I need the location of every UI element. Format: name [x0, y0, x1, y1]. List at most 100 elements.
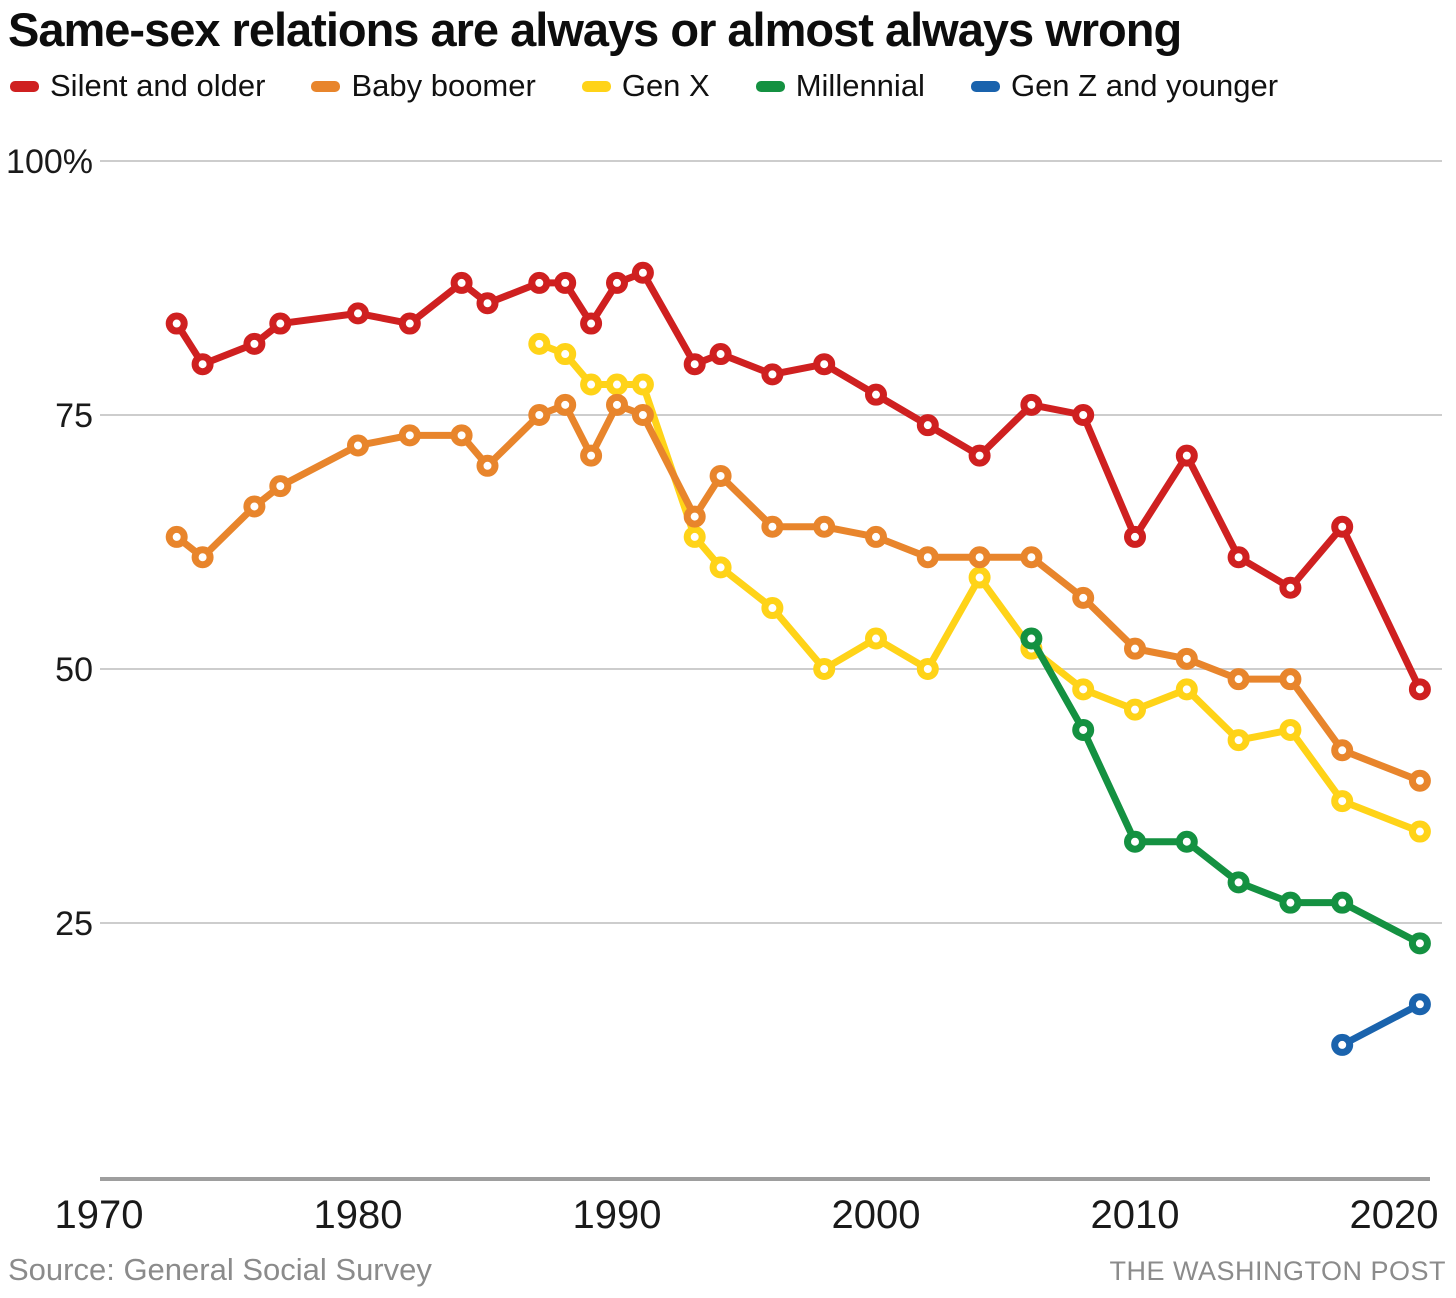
data-point-marker	[709, 464, 732, 487]
y-tick-label: 75	[55, 397, 93, 435]
data-point-marker	[1124, 637, 1146, 660]
data-point-marker	[1227, 668, 1250, 691]
data-point-marker	[631, 404, 654, 426]
data-point-marker	[968, 444, 991, 467]
data-point-marker	[1020, 546, 1043, 569]
y-tick-label: 50	[55, 651, 93, 689]
legend-swatch	[581, 80, 611, 92]
data-point-marker	[580, 373, 603, 396]
data-point-marker	[606, 393, 628, 416]
data-point-marker	[269, 475, 292, 498]
legend-swatch	[970, 80, 1000, 92]
data-point-marker	[554, 271, 577, 294]
x-tick-label: 2000	[832, 1193, 921, 1237]
x-tick-label: 2010	[1091, 1193, 1180, 1237]
data-point-marker	[1408, 678, 1431, 701]
data-point-marker	[683, 505, 706, 528]
data-point-marker	[269, 312, 292, 335]
data-point-marker	[1072, 678, 1095, 701]
x-tick-label: 2020	[1350, 1193, 1439, 1237]
data-point-marker	[580, 444, 603, 467]
data-point-marker	[709, 556, 732, 579]
legend-swatch	[311, 80, 341, 92]
data-point-marker	[398, 312, 421, 335]
data-point-marker	[528, 271, 551, 294]
data-point-marker	[1175, 830, 1198, 853]
data-point-marker	[1279, 891, 1302, 914]
y-tick-label: 25	[55, 905, 93, 943]
data-point-marker	[1072, 586, 1095, 609]
data-point-marker	[1124, 698, 1146, 721]
data-point-marker	[1408, 769, 1431, 792]
x-tick-label: 1970	[55, 1193, 144, 1237]
data-point-marker	[450, 271, 473, 294]
legend-item: Millennial	[755, 68, 925, 104]
data-point-marker	[916, 546, 939, 569]
y-tick-label: 100%	[6, 143, 93, 181]
data-point-marker	[1124, 830, 1146, 853]
legend-label: Millennial	[795, 68, 925, 103]
data-point-marker	[1279, 668, 1302, 691]
publisher-credit: THE WASHINGTON POST	[1109, 1256, 1446, 1286]
data-point-marker	[761, 363, 784, 386]
chart-title: Same-sex relations are always or almost …	[8, 3, 1182, 56]
data-point-marker	[554, 393, 577, 416]
data-point-marker	[1331, 891, 1354, 914]
legend-label: Gen X	[621, 68, 710, 103]
data-point-marker	[347, 302, 369, 325]
series-line-gen-z-and-younger	[1338, 1000, 1424, 1049]
data-point-marker	[450, 424, 473, 447]
data-point-marker	[1175, 647, 1198, 670]
legend-label: Baby boomer	[351, 68, 536, 103]
data-point-marker	[476, 454, 499, 477]
data-point-marker	[165, 525, 188, 548]
data-point-marker	[709, 343, 732, 366]
data-point-marker	[813, 658, 836, 680]
data-point-marker	[1408, 932, 1431, 955]
data-point-marker	[761, 597, 784, 620]
data-point-marker	[191, 546, 214, 569]
data-point-marker	[683, 525, 706, 548]
data-point-marker	[528, 404, 551, 426]
legend-label: Gen Z and younger	[1010, 68, 1279, 103]
data-point-marker	[1020, 627, 1043, 650]
data-point-marker	[1408, 820, 1431, 843]
data-point-marker	[916, 658, 939, 680]
data-point-marker	[580, 312, 603, 335]
data-point-marker	[865, 627, 887, 650]
data-point-marker	[1124, 525, 1146, 548]
data-point-marker	[968, 546, 991, 569]
data-point-marker	[1072, 718, 1095, 741]
data-point-marker	[813, 353, 836, 376]
data-point-marker	[1331, 739, 1354, 762]
data-point-marker	[347, 434, 369, 457]
legend-label: Silent and older	[50, 68, 266, 103]
data-point-marker	[865, 525, 887, 548]
x-tick-label: 1980	[314, 1193, 403, 1237]
data-point-marker	[1227, 871, 1250, 894]
data-point-marker	[1331, 790, 1354, 813]
data-point-marker	[165, 312, 188, 335]
data-point-marker	[968, 566, 991, 589]
data-point-marker	[1331, 515, 1354, 538]
data-point-marker	[554, 343, 577, 366]
line-chart: 25 50 75 100% 1970 1980 1990 2000 2010 2020	[6, 143, 1442, 1237]
data-point-marker	[1279, 718, 1302, 741]
data-point-marker	[813, 515, 836, 538]
series-line-silent-and-older	[173, 269, 1424, 693]
data-point-marker	[606, 373, 628, 396]
data-point-marker	[243, 495, 266, 518]
legend: Silent and older Baby boomer Gen X Millenni…	[10, 68, 1278, 104]
x-tick-label: 1990	[573, 1193, 662, 1237]
legend-swatch	[755, 80, 785, 92]
data-point-marker	[1227, 546, 1250, 569]
data-point-marker	[398, 424, 421, 447]
legend-item: Gen Z and younger	[970, 68, 1279, 104]
data-point-marker	[528, 332, 551, 355]
footer: Source: General Social Survey THE WASHIN…	[0, 1252, 1456, 1288]
legend-swatch	[10, 80, 39, 92]
data-point-marker	[1175, 444, 1198, 467]
data-point-marker	[191, 353, 214, 376]
legend-item: Baby boomer	[311, 68, 536, 104]
